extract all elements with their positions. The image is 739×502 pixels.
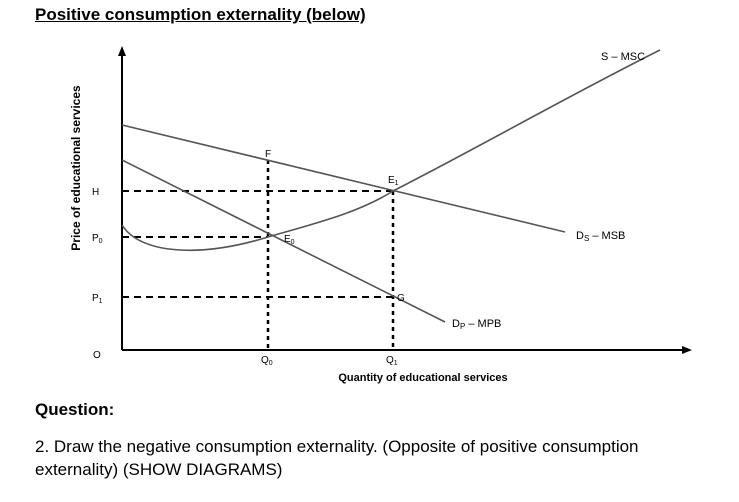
mpb-demand-curve — [121, 159, 446, 323]
x-axis-label: Quantity of educational services — [338, 372, 507, 384]
origin-label: O — [93, 350, 101, 361]
msb-curve-label: DS – MSB — [576, 230, 625, 243]
y-axis-label: Price of educational services — [69, 85, 83, 251]
supply-curve-label: S – MSC — [601, 51, 645, 63]
point-f-label: F — [265, 149, 271, 160]
x-axis-arrow — [682, 346, 692, 354]
point-g-label: G — [397, 293, 405, 304]
h-label: H — [92, 187, 99, 198]
supply-msc-curve — [121, 49, 661, 251]
page-heading: Positive consumption externality (below) — [35, 5, 366, 24]
p0-label: P0 — [92, 233, 103, 245]
y-axis-arrow — [118, 46, 126, 56]
p1-label: P1 — [92, 293, 103, 305]
mpb-curve-label: DP – MPB — [452, 318, 501, 331]
q0-label: Q0 — [261, 355, 273, 367]
msb-demand-curve — [121, 124, 566, 233]
question-text: 2. Draw the negative consumption externa… — [35, 437, 639, 479]
point-e0-label: E0 — [284, 234, 295, 246]
q1-label: Q1 — [386, 355, 398, 367]
question-label: Question: — [35, 400, 115, 419]
point-e1-label: E1 — [388, 175, 399, 187]
